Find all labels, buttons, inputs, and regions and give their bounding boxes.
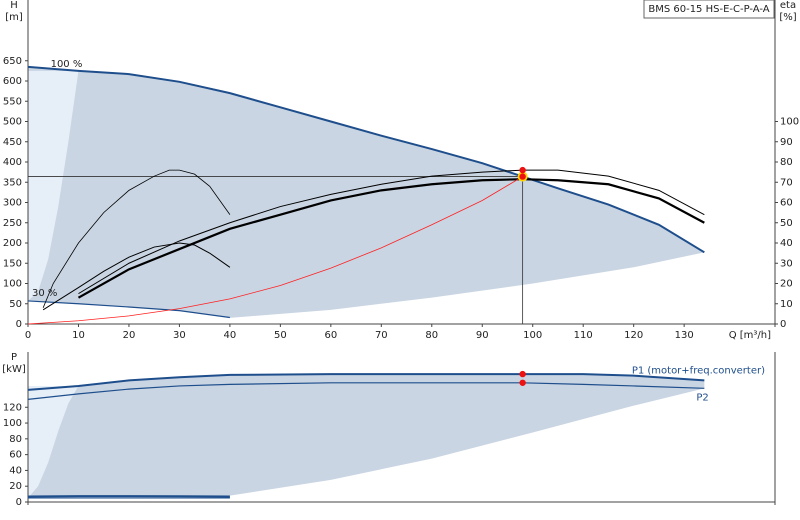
curve	[42, 242, 231, 311]
y-tick-label: 150	[3, 258, 22, 269]
left-band	[28, 385, 79, 499]
curve	[27, 176, 523, 325]
x-tick-label: 50	[274, 330, 287, 341]
y-tick-label: 300	[3, 198, 22, 209]
y-tick-label: 20	[9, 481, 22, 492]
duty-point	[519, 166, 526, 174]
x-tick-label: 0	[25, 330, 31, 341]
y2-tick-label: 20	[780, 279, 793, 290]
y-tick-label: 400	[3, 157, 22, 168]
y-tick-label: 550	[3, 96, 22, 107]
y2-tick-label: 70	[780, 177, 793, 188]
x-tick-label: 120	[624, 330, 643, 341]
x-tick-label: 80	[425, 330, 438, 341]
y2-tick-label: 10	[780, 299, 793, 310]
y-tick-label: 100	[3, 279, 22, 290]
title-box	[643, 0, 775, 19]
y-tick-label: 50	[9, 299, 22, 310]
x-tick-label: 90	[476, 330, 489, 341]
y-axis-unit: [kW]	[2, 364, 26, 375]
left-band	[28, 70, 79, 301]
y2-axis-label: eta	[780, 0, 796, 11]
duty-point	[519, 370, 526, 378]
x-tick-label: 130	[675, 330, 694, 341]
y-tick-label: 120	[3, 402, 22, 413]
curve	[78, 169, 705, 295]
annotation: 100 %	[51, 59, 83, 70]
x-axis-label: Q [m³/h]	[729, 330, 771, 341]
x-tick-label: 40	[224, 330, 237, 341]
y-tick-label: 200	[3, 238, 22, 249]
curve	[27, 65, 705, 254]
curve	[42, 169, 231, 308]
y-tick-label: 100	[3, 418, 22, 429]
x-tick-label: 110	[574, 330, 593, 341]
series-label: P2	[696, 392, 708, 403]
series-label: P1 (motor+freq.converter)	[632, 365, 765, 376]
x-tick-label: 70	[375, 330, 388, 341]
y-axis-unit: [m]	[5, 12, 23, 23]
operating-area	[28, 374, 705, 499]
y2-tick-label: 80	[780, 157, 793, 168]
y2-tick-label: 0	[780, 319, 786, 330]
curve	[27, 300, 230, 319]
x-tick-label: 10	[72, 330, 85, 341]
x-tick-label: 100	[523, 330, 542, 341]
y-tick-label: 80	[9, 434, 22, 445]
y-tick-label: 500	[3, 117, 22, 128]
y-tick-label: 0	[16, 319, 22, 330]
y2-tick-label: 60	[780, 198, 793, 209]
duty-point	[519, 379, 526, 386]
y-tick-label: 450	[3, 137, 22, 148]
y-tick-label: 250	[3, 218, 22, 229]
y-tick-label: 600	[3, 76, 22, 87]
chart-title: BMS 60-15 HS-E-C-P-A-A	[648, 4, 769, 15]
y-tick-label: 650	[3, 56, 22, 67]
y-tick-label: 350	[3, 177, 22, 188]
y2-tick-label: 40	[780, 238, 793, 249]
y2-tick-label: 90	[780, 137, 793, 148]
y2-tick-label: 100	[780, 117, 799, 128]
y-axis-label: P	[11, 352, 17, 363]
x-tick-label: 60	[324, 330, 337, 341]
curve	[77, 178, 705, 299]
duty-point	[519, 173, 526, 180]
y-tick-label: 40	[9, 465, 22, 476]
x-tick-label: 30	[173, 330, 186, 341]
y-tick-label: 0	[16, 497, 22, 508]
curve	[27, 382, 705, 400]
annotation: 30 %	[32, 288, 57, 299]
curve	[27, 373, 705, 391]
y-axis-label: H	[10, 0, 18, 11]
y2-tick-label: 30	[780, 258, 793, 269]
x-tick-label: 20	[123, 330, 136, 341]
y-tick-label: 60	[9, 450, 22, 461]
y2-tick-label: 50	[780, 218, 793, 229]
y2-axis-unit: [%]	[779, 12, 796, 23]
